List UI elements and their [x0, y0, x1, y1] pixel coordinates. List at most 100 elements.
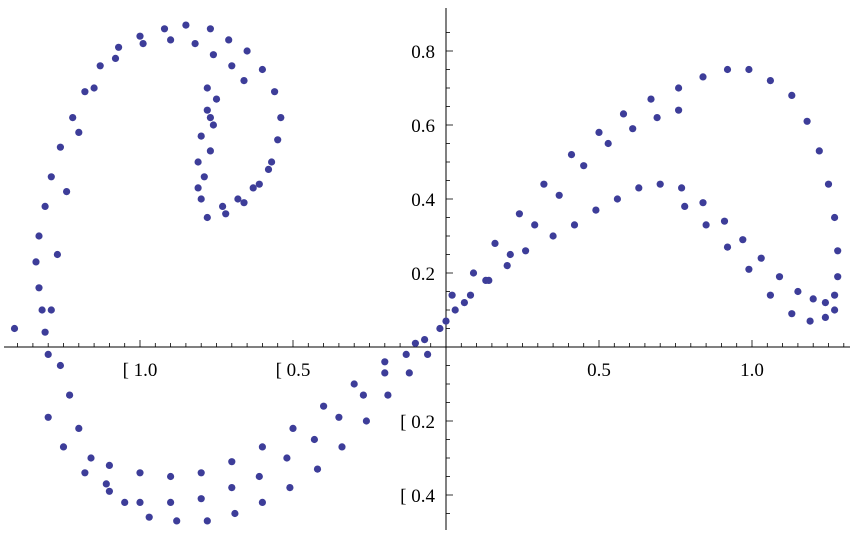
- data-point: [56, 361, 64, 370]
- data-point: [35, 232, 43, 240]
- data-point: [604, 139, 612, 148]
- data-point: [47, 173, 55, 181]
- data-point: [167, 36, 175, 44]
- y-tick-label: [ 0.4: [400, 486, 435, 507]
- data-point: [69, 114, 77, 122]
- data-point: [203, 106, 211, 114]
- data-point: [228, 484, 236, 492]
- data-point: [136, 32, 144, 40]
- data-point: [59, 443, 68, 451]
- data-point: [766, 291, 775, 299]
- data-point: [286, 484, 294, 492]
- data-point: [821, 313, 830, 321]
- data-point: [350, 380, 358, 388]
- data-point: [359, 391, 367, 399]
- data-point: [258, 443, 266, 451]
- data-point: [384, 391, 392, 399]
- data-point: [258, 498, 266, 506]
- data-point: [806, 317, 814, 325]
- data-point: [66, 391, 74, 399]
- data-point: [197, 195, 205, 203]
- data-point: [81, 469, 89, 477]
- data-point: [38, 306, 46, 314]
- data-point: [102, 480, 110, 488]
- data-point: [699, 73, 707, 81]
- x-tick-label: 0.5: [587, 360, 611, 381]
- data-point: [381, 369, 389, 377]
- data-point: [656, 180, 664, 188]
- y-tick-label: 0.2: [411, 264, 435, 285]
- data-point: [338, 443, 346, 451]
- data-point: [63, 188, 71, 196]
- data-point: [678, 184, 686, 192]
- data-point: [10, 324, 19, 333]
- y-tick-label: [ 0.2: [400, 412, 435, 433]
- data-point: [313, 465, 322, 473]
- data-point: [255, 180, 263, 188]
- data-point: [228, 62, 236, 70]
- data-point: [580, 162, 588, 170]
- data-point: [203, 213, 211, 222]
- x-tick-labels: [ 1.0 [ 0.5 0.5 1.0: [123, 360, 764, 381]
- data-point: [503, 262, 511, 270]
- data-point: [824, 180, 833, 188]
- data-point: [834, 273, 842, 281]
- data-point: [522, 247, 530, 255]
- data-point: [274, 136, 282, 144]
- data-point: [115, 43, 123, 51]
- data-point: [194, 158, 202, 166]
- data-point: [540, 180, 548, 188]
- data-point: [745, 265, 753, 273]
- data-point: [310, 435, 318, 444]
- data-point: [421, 336, 429, 344]
- data-point: [194, 184, 202, 192]
- data-point: [283, 454, 291, 462]
- data-point: [335, 413, 343, 421]
- data-point: [775, 273, 784, 281]
- data-point: [44, 350, 52, 358]
- data-point: [592, 206, 600, 214]
- data-point: [675, 106, 683, 114]
- x-tick-label: [ 0.5: [276, 360, 311, 381]
- data-point: [87, 454, 95, 462]
- data-point: [240, 77, 248, 85]
- data-point: [234, 195, 242, 203]
- data-point: [75, 128, 83, 136]
- data-point: [271, 88, 279, 96]
- data-point: [35, 284, 43, 292]
- data-point: [32, 258, 40, 266]
- data-point: [788, 91, 796, 99]
- data-point: [745, 65, 753, 74]
- data-point: [739, 236, 747, 244]
- data-point: [485, 276, 493, 284]
- data-point: [249, 184, 257, 192]
- data-point: [831, 306, 839, 314]
- data-point: [197, 495, 205, 503]
- data-point: [635, 184, 643, 192]
- x-tick-label: 1.0: [740, 360, 764, 381]
- data-point: [167, 472, 175, 481]
- data-point: [788, 310, 796, 318]
- data-point: [41, 202, 49, 210]
- data-point: [258, 65, 266, 74]
- data-point: [381, 358, 389, 366]
- data-point: [766, 77, 775, 85]
- data-point: [264, 165, 273, 173]
- data-point: [491, 239, 499, 247]
- data-points: [10, 21, 842, 525]
- data-point: [442, 317, 450, 325]
- data-point: [219, 202, 227, 210]
- data-point: [681, 202, 689, 210]
- data-point: [191, 40, 199, 48]
- data-point: [405, 369, 413, 377]
- data-point: [81, 88, 89, 96]
- data-point: [675, 84, 683, 92]
- data-point: [723, 65, 732, 74]
- data-point: [757, 254, 765, 262]
- data-point: [90, 84, 98, 92]
- data-point: [105, 487, 113, 495]
- data-point: [831, 213, 839, 222]
- data-point: [197, 132, 205, 140]
- data-point: [320, 402, 328, 410]
